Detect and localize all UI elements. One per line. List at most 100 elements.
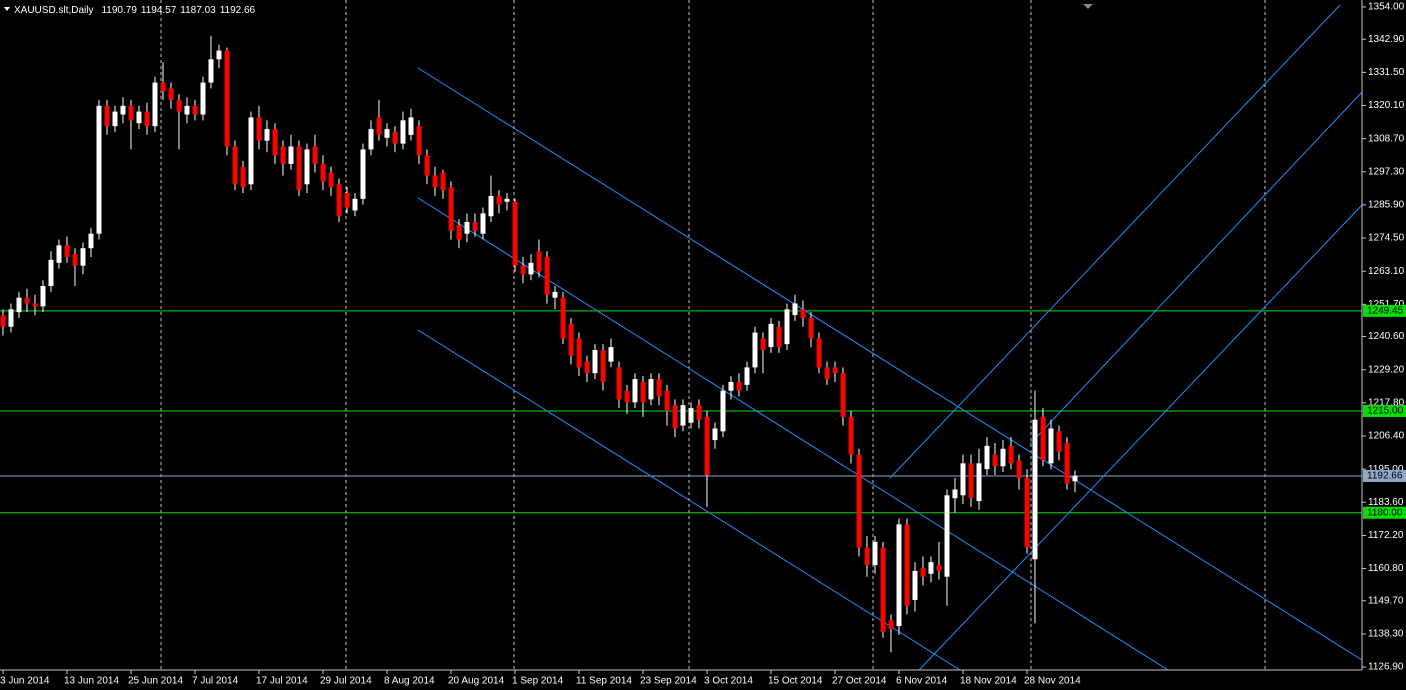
candle-body <box>960 463 966 496</box>
y-tick-label: 1331.50 <box>1368 67 1405 78</box>
candle-body <box>8 309 14 327</box>
info-open: 1190.79 <box>101 5 137 16</box>
candle-body <box>856 454 862 548</box>
y-tick-label: 1308.70 <box>1368 133 1405 144</box>
candle-body <box>792 303 798 316</box>
candle-body <box>160 82 166 92</box>
candle-body <box>176 99 182 112</box>
x-tick-label: 15 Oct 2014 <box>768 676 823 687</box>
candle-body <box>360 149 366 199</box>
candle-body <box>1048 428 1054 464</box>
candle-body <box>568 323 574 356</box>
candle-body <box>832 367 838 374</box>
channel-line <box>417 329 961 671</box>
candle-body <box>528 262 534 275</box>
price-label: 1180.00 <box>1367 507 1403 518</box>
candle-body <box>96 105 102 234</box>
candle-body <box>600 349 606 382</box>
y-tick-label: 1183.60 <box>1368 497 1404 508</box>
candle-body <box>208 59 214 83</box>
candle-body <box>224 50 230 147</box>
y-tick-label: 1354.00 <box>1368 2 1405 13</box>
y-tick-label: 1240.60 <box>1368 331 1405 342</box>
y-tick-label: 1251.70 <box>1368 299 1405 310</box>
candle-body <box>640 381 646 403</box>
candle-body <box>216 50 222 60</box>
price-label: 1192.66 <box>1367 471 1403 482</box>
candle-body <box>536 251 542 272</box>
candle-body <box>840 373 846 417</box>
candle-body <box>896 524 902 627</box>
candle-body <box>136 111 142 124</box>
candle-body <box>912 570 918 600</box>
candle-body <box>240 166 246 188</box>
candle-body <box>504 198 510 202</box>
candle-body <box>336 184 342 217</box>
price-label: 1215.00 <box>1367 406 1404 417</box>
candle-body <box>88 233 94 249</box>
info-low: 1187.03 <box>180 5 216 16</box>
candle-body <box>920 567 926 577</box>
channel-line <box>1029 91 1363 445</box>
candle-body <box>0 315 6 327</box>
x-tick-label: 29 Jul 2014 <box>320 676 372 687</box>
x-tick-label: 20 Aug 2014 <box>448 676 505 687</box>
price-label: 1249.45 <box>1367 306 1404 317</box>
candle-body <box>24 297 30 304</box>
candle-body <box>904 524 910 606</box>
candle-body <box>64 245 70 257</box>
candle-body <box>32 303 38 307</box>
candle-body <box>976 463 982 502</box>
candle-body <box>872 541 878 566</box>
y-tick-label: 1217.80 <box>1368 398 1405 409</box>
channel-lines <box>417 4 1363 671</box>
candle-body <box>104 105 110 127</box>
candle-body <box>288 146 294 164</box>
x-tick-label: 25 Jun 2014 <box>128 676 183 687</box>
candle-body <box>120 105 126 115</box>
candle-body <box>480 213 486 234</box>
candle-body <box>1056 431 1062 452</box>
candle-body <box>376 117 382 135</box>
candle-body <box>664 390 670 412</box>
candle-body <box>776 326 782 348</box>
candle-body <box>328 172 334 188</box>
y-tick-label: 1172.20 <box>1368 530 1404 541</box>
candle-body <box>256 117 262 141</box>
channel-line <box>918 204 1363 671</box>
candle-body <box>992 454 998 467</box>
info-high: 1194.57 <box>141 5 177 16</box>
x-tick-label: 17 Jul 2014 <box>256 676 308 687</box>
channel-line <box>417 197 1169 671</box>
y-tick-label: 1195.00 <box>1368 464 1404 475</box>
candle-body <box>1032 419 1038 560</box>
candle-body <box>800 309 806 318</box>
candle-body <box>648 379 654 400</box>
candle-body <box>784 309 790 345</box>
candle-body <box>864 547 870 566</box>
price-label-box <box>1363 304 1406 317</box>
candle-body <box>232 146 238 185</box>
candle-body <box>248 117 254 185</box>
candle-body <box>440 172 446 191</box>
candle-body <box>936 565 942 571</box>
candle-body <box>304 149 310 185</box>
x-tick-label: 1 Sep 2014 <box>512 676 564 687</box>
candle-body <box>56 245 62 263</box>
candle-body <box>816 338 822 368</box>
y-tick-label: 1274.50 <box>1368 233 1405 244</box>
candle-body <box>520 265 526 275</box>
x-tick-label: 18 Nov 2014 <box>960 676 1017 687</box>
candle-body <box>696 405 702 420</box>
y-tick-label: 1297.30 <box>1368 166 1405 177</box>
candle-body <box>584 361 590 374</box>
y-tick-label: 1149.70 <box>1368 595 1404 606</box>
x-tick-label: 28 Nov 2014 <box>1024 676 1081 687</box>
candle-body <box>1008 445 1014 464</box>
candle-body <box>488 195 494 217</box>
period-separators <box>160 0 1266 670</box>
candle-body <box>112 111 118 127</box>
candle-body <box>752 332 758 368</box>
candle-body <box>48 259 54 287</box>
